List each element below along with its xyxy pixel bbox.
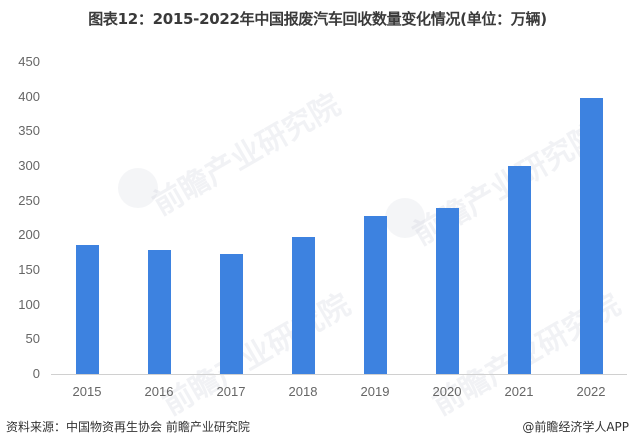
y-tick-label: 0: [32, 366, 40, 381]
bar-2018: [291, 236, 315, 374]
x-tick-label: 2015: [72, 384, 102, 399]
bar-2016: [147, 249, 171, 374]
source-note: 资料来源：中国物资再生协会 前瞻产业研究院: [6, 420, 250, 434]
y-tick-label: 400: [18, 88, 40, 104]
bar-2022: [579, 98, 603, 374]
x-tick-label: 2017: [216, 384, 246, 399]
y-tick-label: 450: [18, 54, 40, 69]
y-tick-label: 250: [18, 192, 40, 208]
x-tick-label: 2022: [576, 384, 606, 399]
x-tick-label: 2018: [288, 384, 318, 399]
bar-2021: [507, 166, 531, 374]
chart-title: 图表12：2015-2022年中国报废汽车回收数量变化情况(单位：万辆): [88, 10, 547, 28]
y-tick-label: 150: [18, 262, 40, 277]
x-tick-label: 2021: [504, 384, 534, 399]
credit-note: @前瞻经济学人APP: [522, 420, 629, 434]
x-tick-label: 2020: [432, 384, 462, 399]
y-tick-label: 350: [18, 123, 40, 139]
y-tick-label: 50: [25, 331, 40, 347]
y-tick-label: 300: [18, 158, 40, 173]
x-axis-line: [51, 374, 627, 375]
bar-2017: [219, 254, 243, 374]
y-tick-label: 200: [18, 227, 40, 243]
x-tick-label: 2016: [144, 384, 174, 399]
x-tick-label: 2019: [360, 384, 390, 399]
bar-2015: [75, 245, 99, 374]
bar-2019: [363, 215, 387, 374]
bar-2020: [435, 207, 459, 374]
y-tick-label: 100: [18, 296, 40, 312]
